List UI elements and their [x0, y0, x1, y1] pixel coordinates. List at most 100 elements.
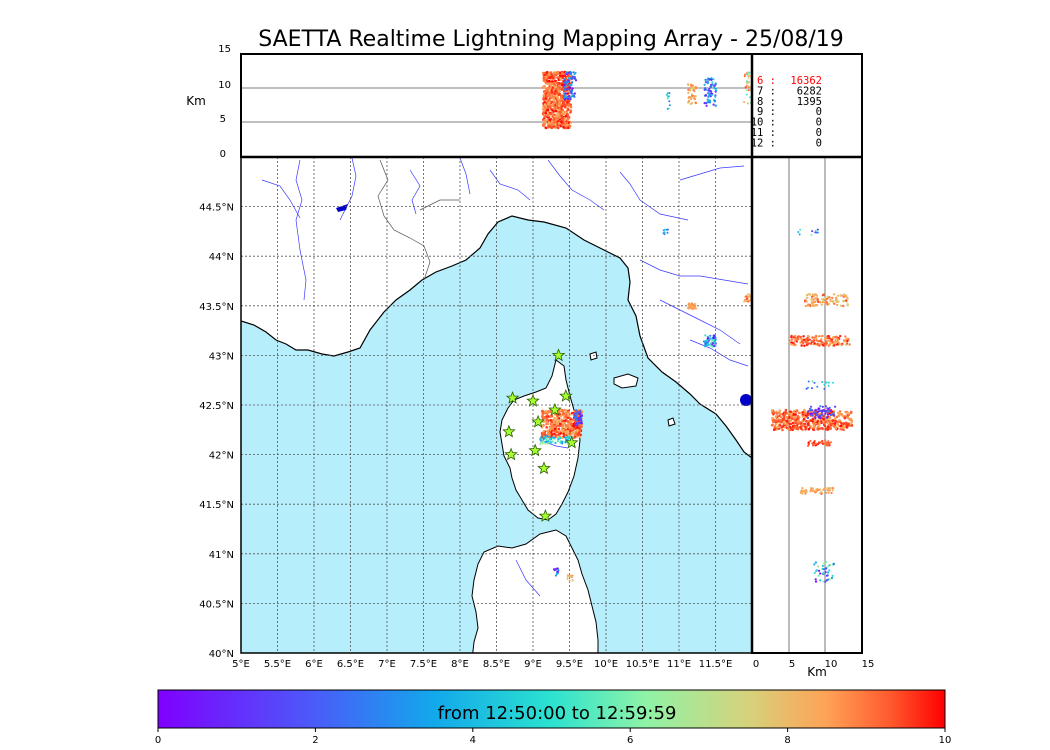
altitude-source — [706, 82, 709, 85]
latitude-source — [829, 563, 832, 566]
altitude-source — [569, 105, 573, 109]
lightning-source — [573, 415, 576, 418]
latitude-source — [798, 233, 801, 236]
lightning-source — [663, 231, 666, 234]
latitude-source — [818, 421, 821, 425]
lightning-source — [548, 410, 552, 413]
altitude-source — [554, 85, 558, 89]
latitude-source — [834, 296, 838, 299]
lightning-source — [576, 424, 579, 427]
lightning-source — [544, 440, 548, 443]
lightning-source — [544, 409, 548, 413]
latitude-source — [806, 416, 810, 420]
colorbar-tick-label: 0 — [155, 735, 161, 746]
lightning-source — [541, 415, 545, 418]
latitude-source — [795, 424, 799, 427]
lightning-source — [559, 441, 562, 444]
lon-tick-label: 11°E — [667, 659, 691, 670]
latitude-source — [830, 576, 834, 580]
lightning-source — [570, 426, 573, 430]
lightning-source — [541, 409, 544, 413]
latitude-source — [835, 335, 838, 339]
lightning-source — [551, 440, 554, 443]
latitude-source — [822, 293, 825, 296]
latitude-source — [799, 228, 802, 231]
altitude-source — [548, 87, 552, 91]
lightning-source — [542, 440, 545, 443]
latitude-source — [817, 407, 820, 410]
altitude-source — [708, 101, 712, 104]
latitude-source — [831, 574, 834, 578]
count-label: 7 : — [757, 85, 776, 97]
latitude-source — [822, 571, 825, 574]
latitude-source — [829, 409, 832, 412]
altitude-source — [552, 107, 556, 110]
altitude-source — [693, 97, 697, 101]
lon-tick-label: 9°E — [524, 659, 542, 670]
altitude-source — [549, 71, 553, 74]
lightning-source — [549, 418, 552, 422]
lightning-source — [689, 306, 692, 309]
altitude-source — [549, 75, 552, 79]
latitude-source — [818, 301, 822, 304]
lightning-source — [663, 228, 666, 231]
latitude-source — [845, 411, 849, 415]
altitude-source — [566, 101, 569, 104]
latitude-source — [809, 412, 812, 415]
altitude-source — [548, 125, 552, 128]
altitude-source — [691, 84, 694, 87]
altitude-source — [553, 115, 556, 118]
latitude-source — [839, 427, 843, 431]
latitude-source — [823, 383, 826, 386]
side-x-tick: 10 — [825, 659, 838, 670]
lightning-source — [712, 339, 715, 342]
latitude-source — [834, 426, 838, 430]
lightning-source — [746, 293, 750, 296]
altitude-source — [560, 104, 564, 108]
altitude-source — [553, 100, 556, 104]
altitude-source — [546, 108, 550, 112]
altitude-source — [564, 95, 567, 98]
latitude-source — [816, 228, 819, 231]
altitude-source — [747, 89, 750, 92]
latitude-source — [835, 298, 838, 301]
altitude-source — [748, 71, 751, 74]
altitude-source — [703, 83, 706, 86]
lightning-source — [576, 412, 579, 415]
latitude-source — [793, 424, 796, 428]
side-x-tick: 0 — [753, 659, 759, 670]
lat-tick-label: 44.5°N — [199, 203, 234, 214]
altitude-source — [564, 98, 567, 101]
lightning-source — [580, 425, 583, 429]
lightning-source — [572, 424, 575, 428]
top-y-tick: 0 — [220, 149, 226, 160]
altitude-source — [705, 104, 708, 107]
altitude-source — [694, 85, 698, 89]
latitude-source — [807, 443, 810, 446]
latitude-source — [806, 422, 810, 426]
latitude-source — [824, 340, 828, 343]
latitude-source — [826, 442, 829, 445]
lightning-source — [546, 435, 549, 438]
latitude-source — [787, 427, 791, 431]
altitude-source — [569, 89, 573, 93]
lat-tick-label: 44°N — [209, 252, 234, 263]
latitude-source — [783, 421, 786, 424]
latitude-source — [811, 339, 814, 343]
altitude-source — [542, 85, 546, 88]
lat-tick-label: 42.5°N — [199, 401, 234, 412]
lightning-source — [545, 415, 549, 418]
lightning-source — [556, 567, 559, 570]
latitude-source — [779, 412, 782, 416]
giglio-island — [667, 417, 676, 427]
latitude-source — [846, 339, 849, 343]
altitude-source — [546, 90, 550, 94]
lightning-source — [571, 574, 574, 577]
lightning-source — [555, 573, 558, 576]
altitude-source — [563, 119, 567, 122]
latitude-source — [801, 487, 804, 490]
altitude-source — [557, 119, 560, 123]
station-star-icon — [551, 348, 566, 362]
latitude-source — [846, 422, 849, 426]
latitude-source — [792, 336, 795, 339]
